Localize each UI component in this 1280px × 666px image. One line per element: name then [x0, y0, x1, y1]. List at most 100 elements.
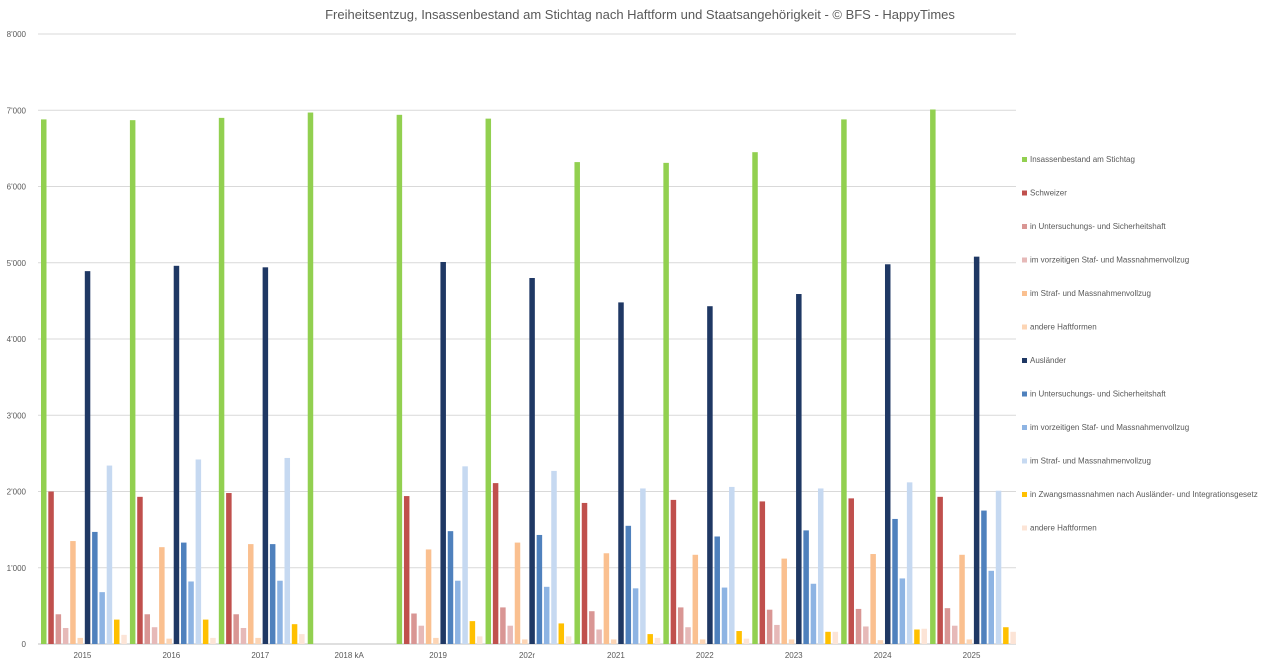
bar: [848, 498, 854, 644]
bar: [877, 640, 884, 644]
bar: [752, 152, 758, 644]
bar: [284, 457, 291, 644]
bar: [899, 578, 906, 644]
bar: [825, 631, 831, 644]
bar: [485, 118, 492, 644]
bar: [736, 631, 742, 644]
bar: [218, 117, 225, 644]
bar: [121, 634, 127, 644]
bar: [685, 627, 691, 644]
bar: [810, 583, 817, 644]
legend-label: in Untersuchungs- und Sicherheitshaft: [1030, 222, 1166, 231]
legend-label: andere Haftformen: [1030, 323, 1097, 332]
bar: [492, 483, 499, 644]
bar: [129, 120, 136, 645]
bar: [248, 544, 254, 644]
bar: [1003, 627, 1009, 644]
bar: [55, 614, 62, 644]
bar: [699, 639, 706, 644]
y-tick-label: 6'000: [7, 183, 27, 192]
bar: [299, 634, 305, 644]
bar: [581, 502, 588, 644]
legend-label: Insassenbestand am Stichtag: [1030, 155, 1135, 164]
bar: [870, 554, 876, 644]
bar: [433, 637, 439, 644]
bar: [114, 619, 120, 644]
legend-swatch: [1022, 358, 1027, 363]
bar: [914, 629, 920, 644]
legend-label: im Straf- und Massnahmenvollzug: [1030, 457, 1151, 466]
bar: [841, 119, 847, 644]
y-tick-label: 5'000: [7, 259, 27, 268]
bar: [670, 499, 677, 644]
x-tick-label: 2015: [74, 651, 92, 660]
bar: [707, 306, 713, 644]
bars: [41, 109, 1016, 645]
legend-label: in Untersuchungs- und Sicherheitshaft: [1030, 390, 1166, 399]
y-tick-label: 3'000: [7, 411, 27, 420]
bar: [195, 459, 202, 644]
bar: [529, 278, 535, 644]
legend-label: andere Haftformen: [1030, 524, 1097, 533]
bar: [137, 496, 143, 644]
bar: [988, 570, 994, 644]
bar: [41, 119, 47, 644]
bar: [959, 554, 965, 644]
bar: [906, 482, 913, 644]
bar: [425, 549, 432, 644]
bar: [937, 496, 943, 644]
legend-label: in Zwangsmassnahmen nach Ausländer- und …: [1030, 490, 1258, 499]
bar: [766, 609, 773, 644]
bar: [151, 627, 158, 644]
x-tick-label: 2021: [607, 651, 625, 660]
x-tick-label: 202r: [519, 651, 535, 660]
bar: [210, 637, 216, 644]
y-tick-label: 7'000: [7, 106, 27, 115]
legend-label: Schweizer: [1030, 189, 1067, 198]
bar: [307, 112, 314, 645]
bar: [396, 114, 403, 644]
x-tick-label: 2023: [785, 651, 803, 660]
legend-label: Ausländer: [1030, 356, 1066, 365]
bar: [522, 639, 528, 644]
legend-swatch: [1022, 157, 1027, 162]
legend-swatch: [1022, 224, 1027, 229]
bar: [403, 496, 410, 644]
bar: [99, 592, 105, 644]
y-axis-ticks: 0 1'000 2'000 3'000 4'000 5'000 6'000 7'000 8'00…: [7, 30, 27, 649]
legend-label: im vorzeitigen Staf- und Massnahmenvollz…: [1030, 256, 1189, 265]
bar: [788, 639, 795, 644]
bar: [640, 488, 646, 644]
bar: [447, 531, 454, 644]
y-tick-label: 4'000: [7, 335, 27, 344]
bar: [774, 624, 780, 644]
bar: [70, 541, 76, 644]
bar: [469, 621, 476, 644]
legend-swatch: [1022, 257, 1027, 263]
bar: [995, 490, 1002, 644]
legend-swatch: [1022, 492, 1027, 497]
bar: [262, 267, 269, 644]
bar: [181, 542, 187, 644]
bar: [647, 634, 653, 644]
bar: [202, 619, 209, 644]
bar: [233, 614, 239, 644]
bar: [462, 466, 468, 644]
bar: [507, 625, 513, 644]
bar: [255, 637, 261, 644]
y-tick-label: 8'000: [7, 30, 27, 39]
x-tick-label: 2017: [251, 651, 269, 660]
bar: [159, 547, 165, 644]
bar: [855, 608, 862, 644]
bar: [106, 465, 113, 644]
bar: [565, 636, 572, 644]
bar: [721, 587, 728, 644]
bar: [188, 581, 194, 644]
bar: [632, 588, 639, 644]
bar: [536, 534, 543, 644]
y-tick-label: 0: [22, 640, 27, 649]
bar: [558, 623, 565, 644]
bar: [543, 586, 550, 644]
bar: [930, 109, 936, 645]
